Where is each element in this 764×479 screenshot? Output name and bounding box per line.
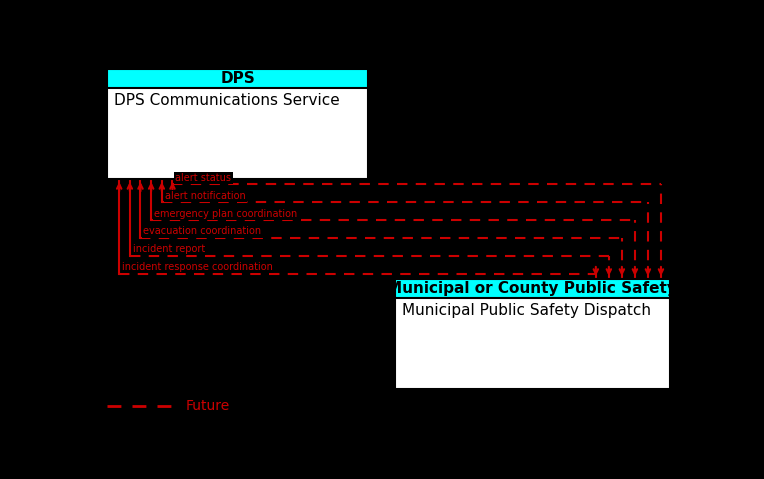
Bar (107, 68, 368, 179)
Text: Municipal or County Public Safety: Municipal or County Public Safety (387, 281, 677, 296)
Bar (394, 279, 670, 389)
Bar (394, 279, 670, 298)
Text: evacuation coordination: evacuation coordination (144, 227, 261, 237)
Bar (107, 68, 368, 88)
Text: DPS Communications Service: DPS Communications Service (115, 93, 340, 108)
Text: emergency plan coordination: emergency plan coordination (154, 208, 297, 218)
Text: DPS: DPS (220, 70, 255, 86)
Text: incident response coordination: incident response coordination (122, 262, 273, 273)
Text: alert notification: alert notification (165, 191, 245, 201)
Text: Municipal Public Safety Dispatch: Municipal Public Safety Dispatch (402, 304, 651, 319)
Text: Future: Future (186, 399, 230, 413)
Text: incident report: incident report (133, 244, 205, 254)
Text: alert status: alert status (176, 173, 231, 182)
